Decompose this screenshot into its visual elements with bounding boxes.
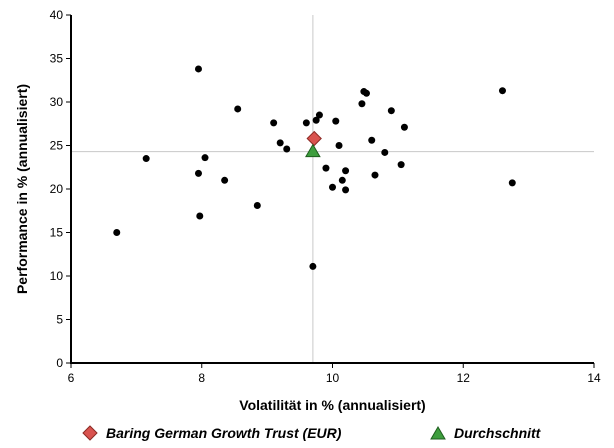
y-tick-label: 35 bbox=[50, 52, 64, 66]
peer-point bbox=[381, 148, 389, 156]
legend-item-average[interactable]: Durchschnitt bbox=[430, 425, 540, 441]
peer-point bbox=[309, 262, 317, 270]
legend-label-fund: Baring German Growth Trust (EUR) bbox=[106, 425, 342, 441]
peer-point bbox=[397, 161, 405, 169]
peer-point bbox=[322, 164, 330, 172]
data-points bbox=[113, 65, 516, 270]
scatter-chart: 0 5 10 15 20 25 30 35 40 6 8 10 12 14 Volatilität in … bbox=[14, 8, 601, 413]
peer-point bbox=[270, 119, 278, 127]
peer-point bbox=[371, 171, 379, 179]
y-tick-label: 20 bbox=[50, 182, 64, 196]
y-axis-title: Performance in % (annualisiert) bbox=[14, 84, 30, 294]
peer-point bbox=[196, 212, 204, 220]
peer-point bbox=[253, 202, 261, 210]
triangle-icon bbox=[430, 426, 446, 440]
tick-labels: 0 5 10 15 20 25 30 35 40 6 8 10 12 14 bbox=[50, 8, 601, 385]
average-point bbox=[305, 143, 321, 158]
x-tick-label: 8 bbox=[198, 371, 205, 385]
diamond-icon bbox=[82, 425, 98, 441]
x-axis-title: Volatilität in % (annualisiert) bbox=[239, 397, 425, 413]
y-tick-label: 15 bbox=[50, 226, 64, 240]
x-tick-label: 10 bbox=[326, 371, 340, 385]
fund-point bbox=[306, 130, 322, 147]
y-tick-label: 0 bbox=[56, 356, 63, 370]
peer-point bbox=[332, 117, 340, 125]
peer-point bbox=[387, 107, 395, 115]
peer-point bbox=[342, 186, 350, 194]
legend-label-average: Durchschnitt bbox=[454, 425, 541, 441]
peer-point bbox=[221, 176, 229, 184]
peer-point bbox=[508, 179, 516, 187]
peer-point bbox=[358, 100, 366, 108]
peer-point bbox=[283, 145, 291, 153]
peer-point bbox=[362, 89, 370, 97]
peer-point bbox=[342, 167, 350, 175]
peer-point bbox=[302, 119, 310, 127]
legend: Baring German Growth Trust (EUR) Durchsc… bbox=[0, 425, 614, 447]
y-tick-label: 5 bbox=[56, 313, 63, 327]
peer-point bbox=[335, 142, 343, 149]
peer-point bbox=[315, 111, 323, 119]
x-tick-label: 14 bbox=[587, 371, 601, 385]
peer-point bbox=[194, 169, 202, 177]
peer-point bbox=[234, 105, 242, 113]
peer-point bbox=[498, 87, 506, 95]
peer-point bbox=[194, 65, 202, 73]
peer-point bbox=[113, 229, 121, 236]
peer-point bbox=[338, 176, 346, 184]
legend-item-fund[interactable]: Baring German Growth Trust (EUR) bbox=[82, 425, 341, 441]
x-tick-label: 12 bbox=[457, 371, 471, 385]
y-tick-label: 40 bbox=[50, 8, 64, 22]
peer-point bbox=[142, 155, 150, 163]
peer-point bbox=[368, 136, 376, 144]
peer-point bbox=[400, 123, 408, 131]
peer-point bbox=[329, 183, 336, 191]
y-tick-label: 10 bbox=[50, 269, 64, 283]
peer-point bbox=[276, 139, 284, 147]
peer-point bbox=[312, 116, 320, 124]
y-tick-label: 25 bbox=[50, 139, 64, 153]
average-crosshair bbox=[71, 15, 594, 363]
peer-point bbox=[201, 154, 209, 162]
y-tick-label: 30 bbox=[50, 95, 64, 109]
x-tick-label: 6 bbox=[68, 371, 75, 385]
